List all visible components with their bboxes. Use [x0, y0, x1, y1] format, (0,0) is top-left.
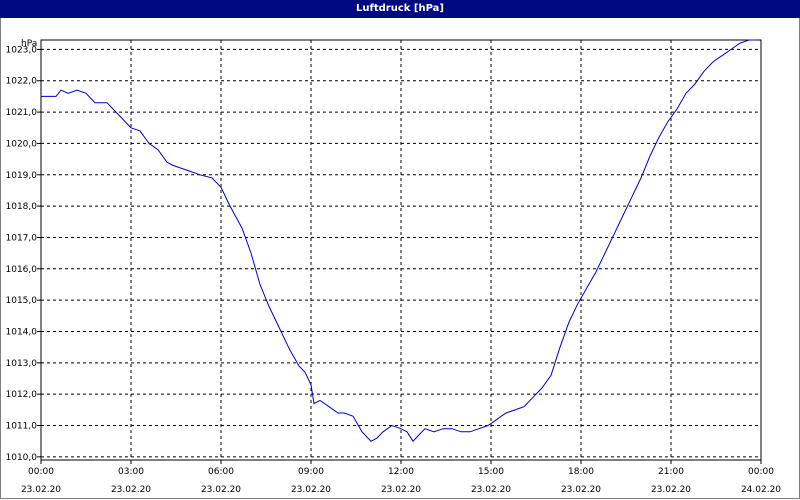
x-tick-date-label: 23.02.20	[291, 485, 331, 495]
y-tick-label: 1023,0	[6, 45, 38, 55]
y-tick-label: 1018,0	[6, 202, 38, 212]
x-tick-time-label: 18:00	[568, 467, 594, 477]
x-tick-date-label: 23.02.20	[561, 485, 601, 495]
x-tick-date-label: 23.02.20	[201, 485, 241, 495]
x-tick-time-label: 15:00	[478, 467, 504, 477]
y-tick-label: 1010,0	[6, 453, 38, 463]
x-tick-time-label: 00:00	[28, 467, 54, 477]
y-tick-label: 1022,0	[6, 77, 38, 87]
y-tick-label: 1020,0	[6, 139, 38, 149]
x-tick-date-label: 23.02.20	[651, 485, 691, 495]
y-tick-label: 1012,0	[6, 390, 38, 400]
y-ticks: 1010,0 1011,0 1012,0 1013,0 1014,0 1015,0 1016…	[6, 45, 41, 463]
chart-title-bar: Luftdruck [hPa]	[0, 0, 800, 18]
x-tick-date-label: 23.02.20	[21, 485, 61, 495]
grid	[41, 40, 761, 460]
y-tick-label: 1013,0	[6, 359, 38, 369]
pressure-line-chart: hPa 1010,0 1011,0 1012,0 1013,0 1014,0 1015,0…	[6, 39, 782, 495]
x-tick-date-label: 24.02.20	[741, 485, 781, 495]
y-tick-label: 1011,0	[6, 422, 38, 432]
chart-frame: hPa 1010,0 1011,0 1012,0 1013,0 1014,0 1015,0…	[0, 18, 800, 499]
x-tick-time-label: 09:00	[298, 467, 324, 477]
x-ticks: 00:00 23.02.20 03:00 23.02.20 06:00 23.02.20 0…	[21, 460, 781, 495]
chart-title: Luftdruck [hPa]	[356, 3, 444, 14]
x-tick-date-label: 23.02.20	[111, 485, 151, 495]
x-tick-time-label: 21:00	[658, 467, 684, 477]
x-tick-date-label: 23.02.20	[381, 485, 421, 495]
y-tick-label: 1016,0	[6, 265, 38, 275]
y-axis-unit-label: hPa	[21, 39, 37, 49]
y-tick-label: 1017,0	[6, 233, 38, 243]
x-tick-time-label: 03:00	[118, 467, 144, 477]
series-line-luftdruck	[41, 39, 758, 443]
y-tick-label: 1014,0	[6, 327, 38, 337]
x-tick-time-label: 00:00	[748, 467, 774, 477]
y-tick-label: 1019,0	[6, 171, 38, 181]
y-tick-label: 1015,0	[6, 296, 38, 306]
x-tick-date-label: 23.02.20	[471, 485, 511, 495]
x-tick-time-label: 06:00	[208, 467, 234, 477]
x-tick-time-label: 12:00	[388, 467, 414, 477]
y-tick-label: 1021,0	[6, 108, 38, 118]
